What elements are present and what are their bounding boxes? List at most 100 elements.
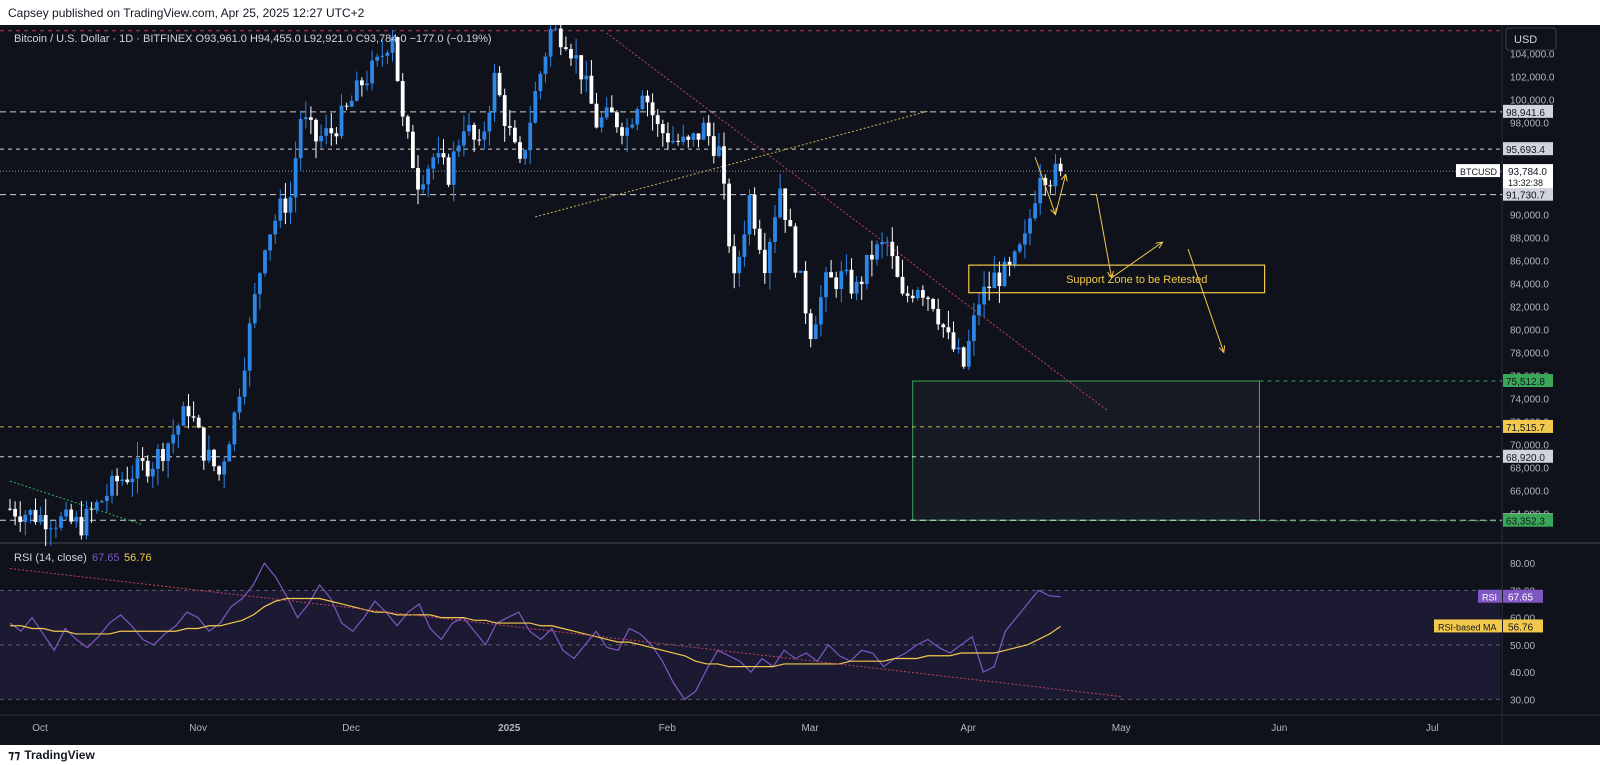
price-tick-label: 82,000.0 xyxy=(1510,302,1549,313)
trading-chart[interactable]: Support Zone to be Retested 104,000.0 102,… xyxy=(0,20,1600,745)
candle-body xyxy=(895,256,900,277)
candle-body xyxy=(497,72,502,96)
rsi-tick-label: 50.00 xyxy=(1510,641,1535,652)
candle-body xyxy=(176,425,181,435)
candle-body xyxy=(130,478,135,483)
green-level-tag-label: 75,512.8 xyxy=(1506,377,1545,388)
candle-body xyxy=(864,254,869,285)
candle-body xyxy=(966,340,971,367)
candle-body xyxy=(150,468,155,477)
candle-body xyxy=(992,272,997,289)
candle-body xyxy=(89,508,94,510)
projection-arrow xyxy=(1187,248,1225,353)
candle-body xyxy=(671,140,675,143)
candle-body xyxy=(400,80,405,117)
candle-body xyxy=(477,139,482,141)
candle-body xyxy=(64,509,68,517)
rsi-value-tag xyxy=(1503,589,1543,603)
candle-body xyxy=(441,153,446,158)
candle-body xyxy=(752,195,757,229)
projection-arrow xyxy=(1095,193,1113,278)
candle-body xyxy=(604,107,609,118)
candle-body xyxy=(533,91,538,123)
candle-body xyxy=(987,286,992,289)
price-tick-label: 98,000.0 xyxy=(1510,119,1549,130)
candle-body xyxy=(747,195,752,235)
rsi-tick-label: 40.00 xyxy=(1510,668,1535,679)
demand-zone-box xyxy=(912,380,1260,521)
level-tag-label: 95,693.4 xyxy=(1506,145,1545,156)
candle-body xyxy=(997,272,1002,287)
candle-body xyxy=(553,28,558,30)
symbol-tag-label: BTCUSD xyxy=(1460,167,1498,177)
price-tick-label: 78,000.0 xyxy=(1510,348,1549,359)
candle-body xyxy=(354,80,359,101)
candle-body xyxy=(762,249,767,274)
candle-body xyxy=(8,508,12,510)
time-tick-label: Dec xyxy=(342,723,360,734)
price-tick-label: 80,000.0 xyxy=(1510,325,1549,336)
candle-body xyxy=(431,157,436,169)
candle-body xyxy=(217,466,221,475)
candle-body xyxy=(859,281,864,285)
candle-body xyxy=(640,95,645,110)
candle-body xyxy=(722,146,726,184)
candle-body xyxy=(329,128,334,134)
candle-body xyxy=(513,127,517,143)
footer: ⁊⁊ TradingView xyxy=(0,745,1600,765)
candle-body xyxy=(181,406,186,426)
candle-body xyxy=(451,151,456,185)
publish-info: Capsey published on TradingView.com, Apr… xyxy=(8,6,365,20)
rsi-value-tag-label: 67.65 xyxy=(1508,593,1533,604)
candle-body xyxy=(1053,163,1058,187)
candle-body xyxy=(390,37,395,53)
candle-body xyxy=(115,475,119,482)
candle-body xyxy=(171,434,176,444)
candle-body xyxy=(589,75,594,104)
price-tick-label: 68,000.0 xyxy=(1510,463,1549,474)
candle-body xyxy=(885,241,890,243)
candle-body xyxy=(1017,244,1022,252)
green-level-tag xyxy=(1503,374,1553,388)
currency-button-label[interactable]: USD xyxy=(1514,34,1537,46)
rsi-resistance-trendline xyxy=(9,568,1122,698)
price-tick-label: 88,000.0 xyxy=(1510,234,1549,245)
rsi-name-tag xyxy=(1478,589,1502,603)
candle-body xyxy=(956,347,961,350)
rsi-legend-ma: 56.76 xyxy=(124,552,152,564)
candle-body xyxy=(915,290,920,299)
candle-body xyxy=(125,479,130,483)
october-trendline xyxy=(9,480,143,526)
price-tick-label: 84,000.0 xyxy=(1510,280,1549,291)
candle-body xyxy=(94,502,99,510)
candle-body xyxy=(819,297,823,325)
candle-body xyxy=(686,136,691,140)
candle-body xyxy=(298,119,303,159)
candle-body xyxy=(303,117,308,120)
candle-body xyxy=(344,105,349,107)
time-tick-label: May xyxy=(1112,723,1131,734)
level-tag-label: 98,941.6 xyxy=(1506,108,1545,119)
time-tick-label: Jun xyxy=(1271,723,1287,734)
candle-body xyxy=(502,95,507,126)
time-tick-label: Feb xyxy=(659,723,677,734)
candle-body xyxy=(33,509,38,522)
candle-body xyxy=(314,119,318,142)
candle-body xyxy=(701,122,706,140)
candle-body xyxy=(773,217,777,242)
brand-name: TradingView xyxy=(24,748,95,762)
candle-body xyxy=(69,509,74,522)
candle-body xyxy=(961,347,966,367)
candle-body xyxy=(334,133,339,137)
price-tick-label: 86,000.0 xyxy=(1510,257,1549,268)
candle-body xyxy=(13,508,17,517)
level-tag xyxy=(1503,419,1553,433)
candle-body xyxy=(538,73,543,92)
candle-body xyxy=(1058,163,1063,172)
candle-body xyxy=(977,304,981,316)
support-zone-label: Support Zone to be Retested xyxy=(1066,274,1207,286)
candle-body xyxy=(635,109,640,125)
tradingview-logo-icon[interactable]: ⁊⁊ TradingView xyxy=(8,748,95,762)
candle-body xyxy=(462,131,466,146)
candle-body xyxy=(258,273,262,295)
